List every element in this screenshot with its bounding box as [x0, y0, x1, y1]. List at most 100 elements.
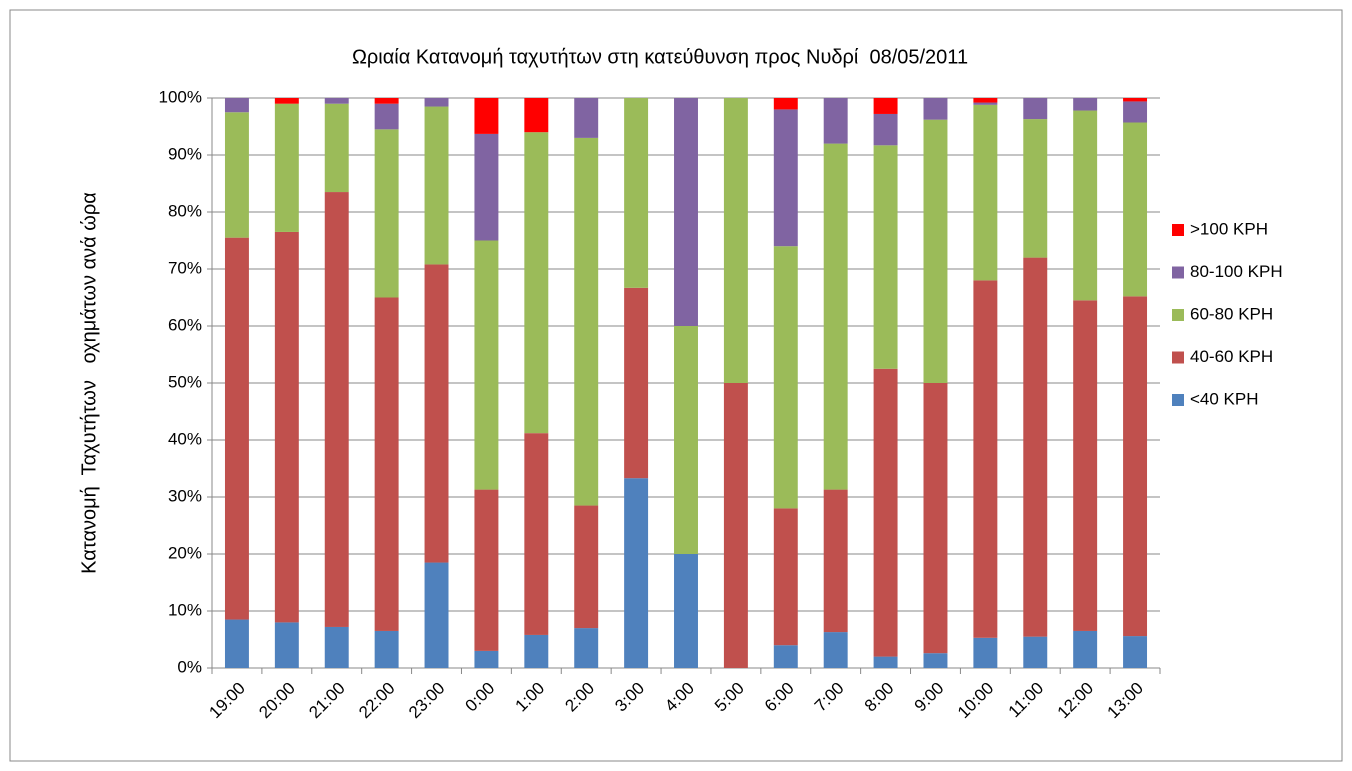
legend-label: <40 KPH [1190, 389, 1259, 408]
bar-segment [574, 98, 599, 138]
bar-segment [424, 264, 449, 563]
bar-segment [823, 98, 848, 144]
bar-segment [374, 98, 399, 104]
bar-segment [1123, 636, 1148, 668]
legend-swatch [1172, 224, 1184, 236]
bar-segment [624, 478, 649, 668]
bar-segment [1123, 296, 1148, 637]
bar-segment [374, 297, 399, 631]
bar-segment [374, 630, 399, 668]
bar-segment [823, 632, 848, 668]
bar-segment [424, 562, 449, 668]
bar-segment [923, 383, 948, 654]
bar-segment [1123, 98, 1148, 102]
legend-swatch [1172, 394, 1184, 406]
legend-label: 40-60 KPH [1190, 347, 1273, 366]
bar-segment [773, 645, 798, 668]
bar-segment [723, 98, 748, 383]
bar-segment [1073, 110, 1098, 301]
bar-segment [873, 368, 898, 657]
bar-segment [873, 656, 898, 668]
bar-segment [424, 106, 449, 265]
y-tick-label: 40% [168, 429, 202, 448]
bar-segment [1073, 98, 1098, 111]
bar-segment [424, 98, 449, 107]
bar-segment [624, 98, 649, 288]
bar-segment [773, 246, 798, 509]
y-tick-label: 30% [168, 486, 202, 505]
legend-swatch [1172, 266, 1184, 279]
bar-segment [474, 489, 499, 651]
y-axis-label: Κατανομή Ταχυτήτων οχημάτων ανά ώρα [78, 192, 100, 574]
y-tick-label: 80% [168, 201, 202, 220]
bar-segment [873, 145, 898, 369]
bar-segment [973, 102, 998, 105]
bar-segment [773, 109, 798, 247]
bar-segment [474, 650, 499, 668]
bar-segment [1073, 300, 1098, 631]
bar-segment [374, 129, 399, 298]
bar-segment [1023, 636, 1048, 668]
bar-segment [873, 98, 898, 114]
bar-segment [674, 326, 698, 554]
bar-segment [274, 98, 299, 104]
bar-segment [923, 98, 948, 120]
bar-segment [624, 287, 649, 479]
bar-segment [274, 622, 299, 668]
bar-segment [973, 98, 998, 103]
bar-segment [923, 653, 948, 668]
bar-segment [1023, 257, 1048, 637]
legend-label: >100 KPH [1190, 219, 1268, 238]
legend-label: 60-80 KPH [1190, 304, 1273, 323]
legend-swatch [1172, 309, 1184, 321]
bar-segment [324, 103, 349, 193]
bar-segment [823, 143, 848, 490]
bar-segment [873, 113, 898, 146]
legend-label: 80-100 KPH [1190, 262, 1283, 281]
y-tick-label: 50% [168, 372, 202, 391]
bar-segment [1023, 98, 1048, 120]
bar-segment [973, 104, 998, 281]
bar-segment [1023, 119, 1048, 258]
bar-segment [524, 433, 549, 635]
y-tick-label: 60% [168, 315, 202, 334]
bar-segment [224, 112, 249, 238]
bar-segment [224, 98, 249, 113]
legend-swatch [1172, 351, 1184, 364]
bar-segment [973, 280, 998, 638]
bar-segment [674, 554, 698, 668]
y-tick-label: 100% [159, 87, 202, 106]
bar-segment [324, 192, 349, 627]
y-tick-label: 10% [168, 600, 202, 619]
bar-segment [324, 98, 349, 104]
bar-segment [524, 98, 549, 133]
y-tick-label: 70% [168, 258, 202, 277]
bar-segment [224, 237, 249, 620]
chart-title: Ωριαία Κατανομή ταχυτήτων στη κατεύθυνση… [352, 46, 968, 68]
bar-segment [574, 628, 599, 668]
bar-segment [773, 508, 798, 646]
bar-segment [374, 103, 399, 130]
bar-segment [224, 619, 249, 668]
bar-segment [274, 103, 299, 232]
bar-segment [1073, 630, 1098, 668]
bar-segment [973, 637, 998, 668]
bar-segment [574, 137, 599, 506]
bar-segment [723, 383, 748, 668]
bar-segment [574, 505, 599, 629]
bar-segment [324, 626, 349, 668]
bar-segment [524, 634, 549, 668]
bar-segment [923, 119, 948, 383]
y-tick-label: 0% [177, 657, 202, 676]
bar-segment [674, 98, 698, 326]
bar-segment [474, 133, 499, 241]
bar-segment [524, 132, 549, 434]
bar-segment [1123, 101, 1148, 123]
bar-segment [274, 231, 299, 623]
bar-segment [1123, 122, 1148, 297]
bar-segment [474, 240, 499, 490]
bar-segment [773, 98, 798, 110]
y-tick-label: 20% [168, 543, 202, 562]
y-tick-label: 90% [168, 144, 202, 163]
